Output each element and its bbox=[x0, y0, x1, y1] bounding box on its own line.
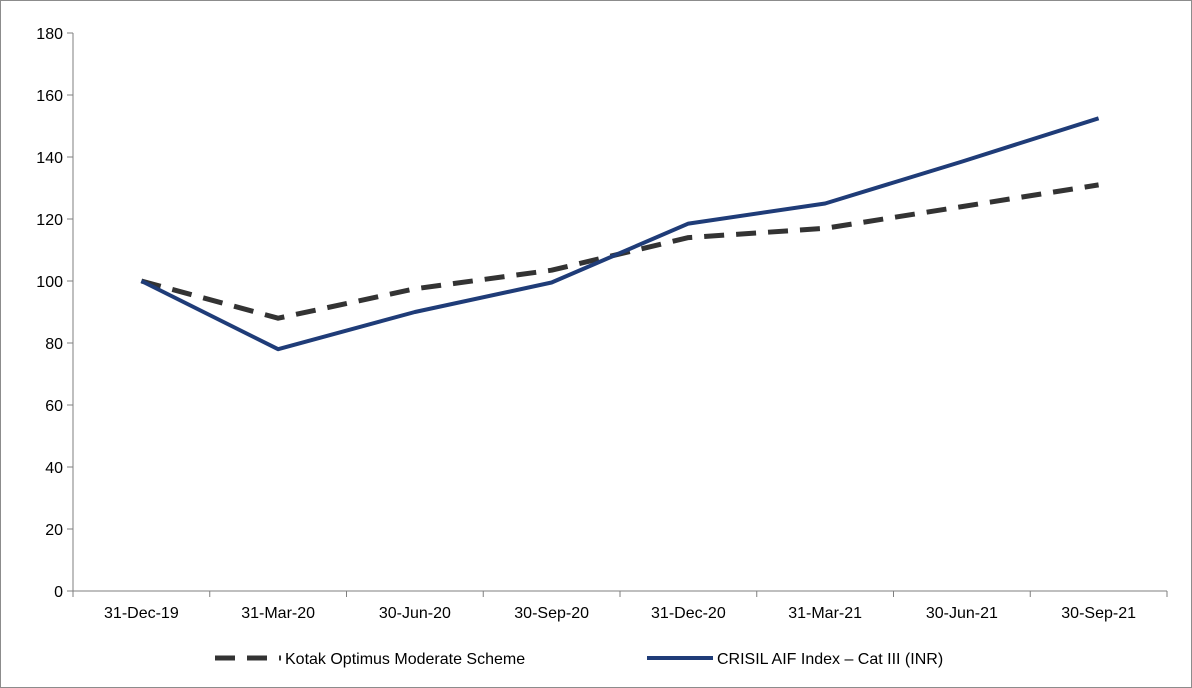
legend: Kotak Optimus Moderate Scheme CRISIL AIF … bbox=[215, 651, 943, 668]
x-tick-label: 30-Sep-20 bbox=[514, 605, 589, 622]
x-axis-ticks: 31-Dec-19 31-Mar-20 30-Jun-20 30-Sep-20 31-D… bbox=[72, 591, 1168, 622]
series-layer bbox=[140, 116, 1100, 352]
x-tick-label: 30-Jun-20 bbox=[379, 605, 451, 622]
x-tick-label: 31-Dec-20 bbox=[651, 605, 726, 622]
legend-item-crisil: CRISIL AIF Index – Cat III (INR) bbox=[647, 651, 943, 668]
y-tick-label: 40 bbox=[45, 460, 63, 477]
y-tick-label: 160 bbox=[36, 88, 63, 105]
y-tick-label: 100 bbox=[36, 274, 63, 291]
y-tick-label: 20 bbox=[45, 522, 63, 539]
y-tick-label: 120 bbox=[36, 212, 63, 229]
x-tick-label: 31-Mar-20 bbox=[241, 605, 315, 622]
x-tick-label: 31-Mar-21 bbox=[788, 605, 862, 622]
y-tick-label: 0 bbox=[54, 584, 63, 601]
y-tick-label: 180 bbox=[36, 26, 63, 43]
y-tick-label: 140 bbox=[36, 150, 63, 167]
legend-item-kotak: Kotak Optimus Moderate Scheme bbox=[215, 651, 525, 668]
axes bbox=[72, 33, 1167, 592]
series-line-crisil-aif bbox=[140, 116, 1100, 352]
x-tick-label: 31-Dec-19 bbox=[104, 605, 179, 622]
x-tick-label: 30-Sep-21 bbox=[1061, 605, 1136, 622]
legend-label: CRISIL AIF Index – Cat III (INR) bbox=[717, 651, 943, 668]
legend-label: Kotak Optimus Moderate Scheme bbox=[285, 651, 525, 668]
y-axis-ticks: 0 20 40 60 80 100 120 140 160 180 bbox=[36, 26, 73, 601]
x-tick-label: 30-Jun-21 bbox=[926, 605, 998, 622]
y-tick-label: 60 bbox=[45, 398, 63, 415]
y-tick-label: 80 bbox=[45, 336, 63, 353]
